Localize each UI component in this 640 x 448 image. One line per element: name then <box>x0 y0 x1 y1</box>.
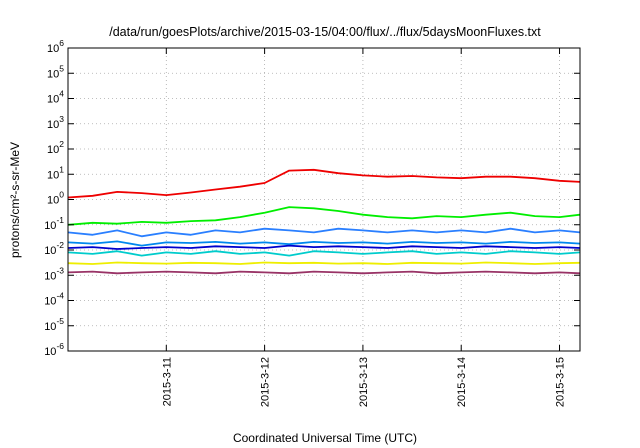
x-axis-label: Coordinated Universal Time (UTC) <box>233 431 417 445</box>
x-axis: 2015-3-11 2015-3-12 2015-3-13 2015-3-14 2015… <box>161 48 567 407</box>
series-line-4 <box>67 240 581 247</box>
grid <box>68 48 580 351</box>
y-axis-label: protons/cm²-s-sr-MeV <box>8 142 22 258</box>
y-tick-label: 10-6 <box>44 341 64 358</box>
series-line-7 <box>67 261 581 265</box>
series-line-1 <box>67 168 581 199</box>
y-tick-label: 10-3 <box>44 265 64 282</box>
y-tick-label: 102 <box>47 139 64 156</box>
x-tick-label: 2015-3-13 <box>358 357 370 407</box>
series-line-5 <box>67 244 581 250</box>
y-tick-label: 10-1 <box>44 215 64 232</box>
x-tick-label: 2015-3-12 <box>260 357 272 407</box>
y-tick-label: 101 <box>47 164 64 181</box>
x-tick-label: 2015-3-11 <box>161 357 173 406</box>
series-line-2 <box>67 206 581 226</box>
chart-title: /data/run/goesPlots/archive/2015-03-15/0… <box>109 25 541 39</box>
series-group <box>67 168 581 275</box>
y-tick-label: 10-2 <box>44 240 64 257</box>
y-tick-label: 10-4 <box>44 291 64 308</box>
y-tick-label: 106 <box>47 38 64 55</box>
y-axis: 10-6 10-5 10-4 10-3 10-2 10-1 100 101 102 103 104 1… <box>44 38 580 358</box>
y-tick-label: 104 <box>47 89 64 106</box>
series-line-6 <box>67 250 581 257</box>
series-line-8 <box>67 270 581 275</box>
x-tick-label: 2015-3-14 <box>456 357 468 407</box>
y-tick-label: 10-5 <box>44 316 64 333</box>
x-tick-label: 2015-3-15 <box>555 357 567 407</box>
y-tick-label: 103 <box>47 114 64 131</box>
y-tick-label: 105 <box>47 63 64 80</box>
series-line-3 <box>67 227 581 238</box>
y-tick-label: 100 <box>47 190 64 207</box>
